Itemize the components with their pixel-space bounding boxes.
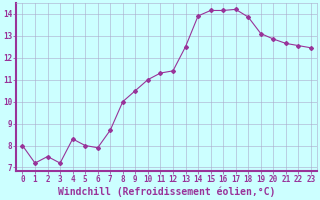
X-axis label: Windchill (Refroidissement éolien,°C): Windchill (Refroidissement éolien,°C) (58, 187, 276, 197)
